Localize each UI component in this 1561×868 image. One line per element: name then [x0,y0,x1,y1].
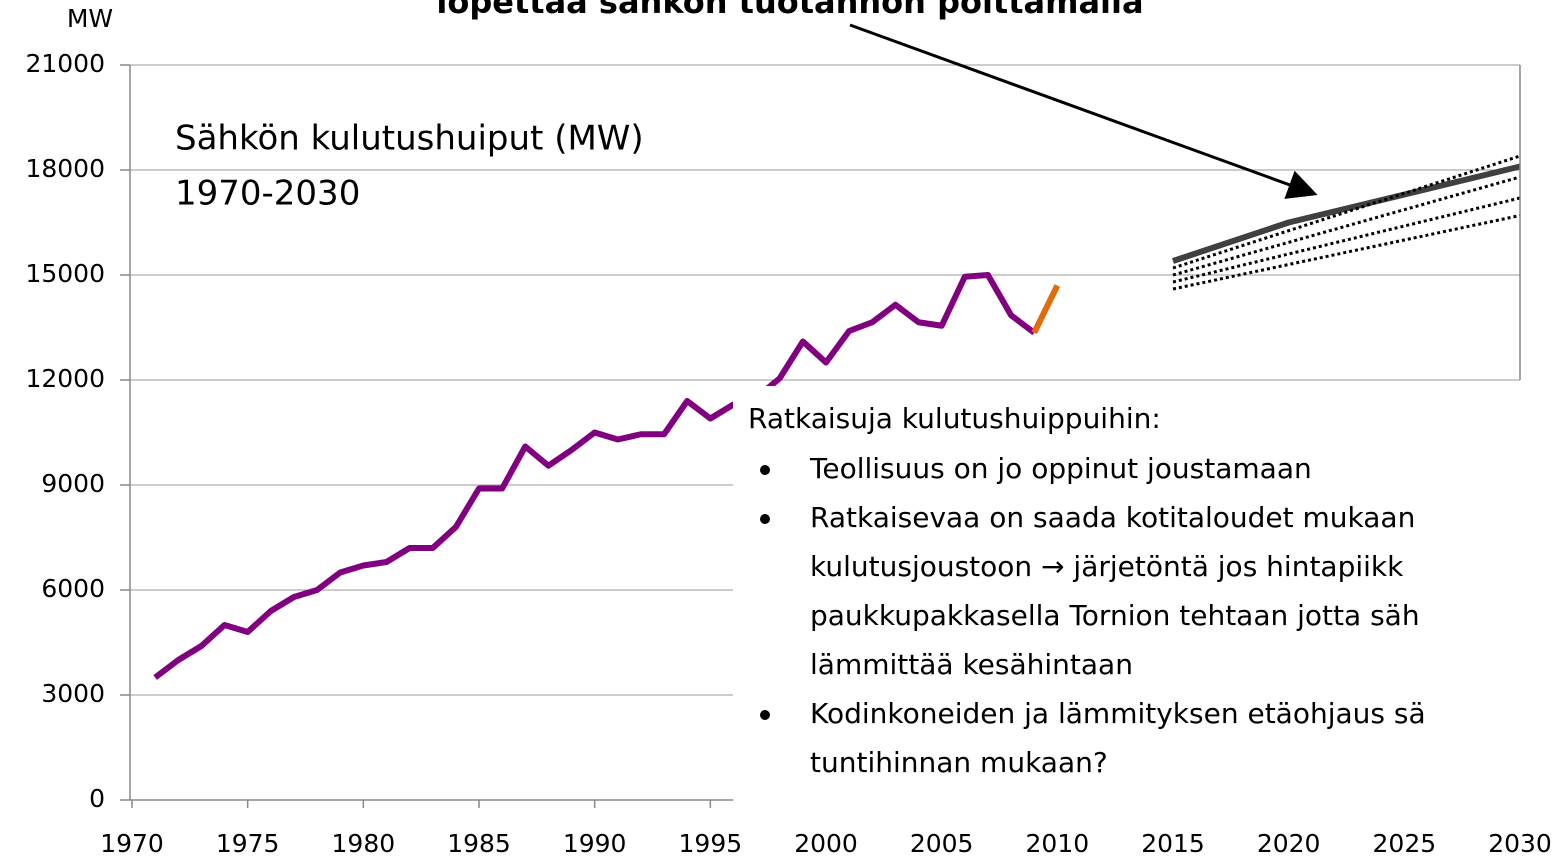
x-tick-label: 1980 [332,829,396,858]
chart-title: Sähkön kulutushuiput (MW) [175,119,644,159]
x-tick-label: 1970 [100,829,164,858]
text-box-line: kulutusjoustoon → järjetöntä jos hintapi… [810,550,1404,583]
annotation-arrow [849,23,1318,199]
text-box-heading: Ratkaisuja kulutushuippuihin: [748,402,1161,435]
y-tick-label: 15000 [25,259,105,288]
y-tick-label: 12000 [25,364,105,393]
x-tick-label: 2000 [794,829,858,858]
x-tick-label: 2005 [910,829,974,858]
x-tick-label: 1990 [563,829,627,858]
lines [153,154,1521,680]
y-axis-label: MW [67,4,113,33]
x-tick-label: 2015 [1141,829,1205,858]
y-tick-label: 0 [89,784,105,813]
y-tick-label: 21000 [25,49,105,78]
x-tick-label: 1975 [216,829,280,858]
text-box-line: paukkupakkasella Tornion tehtaan jotta s… [810,599,1420,632]
text-box-line: Teollisuus on jo oppinut joustamaan [809,452,1312,485]
x-tick-label: 1995 [679,829,743,858]
x-tick-label: 2025 [1373,829,1437,858]
x-tick-label: 2020 [1257,829,1321,858]
text-box-line: lämmittää kesähintaan [810,648,1133,681]
x-ticks: 1970 1975 1980 1985 1990 1995 2000 2005 2010 2015… [100,829,1552,858]
y-tick-label: 6000 [41,574,105,603]
x-tick-label: 2010 [1026,829,1090,858]
text-box-line: tuntihinnan mukaan? [810,746,1108,779]
series-line [153,272,1037,680]
text-box [733,386,1561,868]
x-tick-label: 2030 [1488,829,1552,858]
series-line [1172,214,1521,291]
y-tick-label: 18000 [25,154,105,183]
bullet [760,514,770,524]
annotation: lopettaa sähkön tuotannon polttamalla [436,0,1143,21]
bullet [760,465,770,475]
y-tick-label: 3000 [41,679,105,708]
series-line [1172,154,1521,270]
series-line [1172,163,1521,264]
text-box-content: Ratkaisuja kulutushuippuihin: Teollisuus … [748,402,1426,779]
series-line [1031,284,1061,335]
bullet [760,710,770,720]
x-tick-label: 1985 [447,829,511,858]
y-tick-label: 9000 [41,469,105,498]
text-box-line: Kodinkoneiden ja lämmityksen etäohjaus s… [810,697,1426,730]
text-box-line: Ratkaisevaa on saada kotitaloudet mukaan [810,501,1415,534]
series-line [1172,175,1521,277]
chart-subtitle: 1970-2030 [175,174,360,214]
